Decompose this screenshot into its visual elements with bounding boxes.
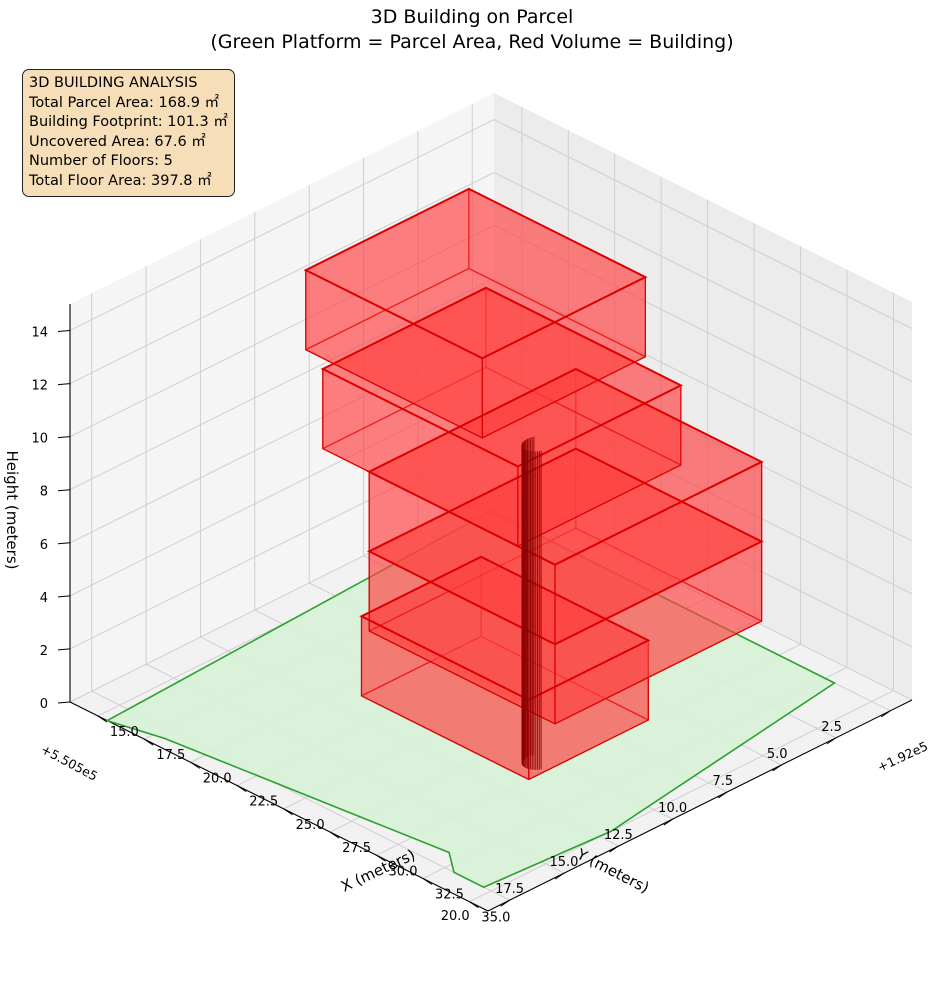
- y-offset-label: +5.505e5: [39, 741, 101, 783]
- grid-line-z: [69, 172, 495, 385]
- z-tick-label: 10: [31, 432, 48, 447]
- x-tick: [97, 715, 108, 723]
- x-tick-label: 27.5: [342, 841, 371, 856]
- back-pane-x: [494, 93, 912, 700]
- z-tick: [57, 489, 71, 492]
- chart-subtitle: (Green Platform = Parcel Area, Red Volum…: [210, 31, 734, 53]
- z-tick-label: 4: [40, 591, 48, 606]
- x-tick: [144, 738, 154, 746]
- grid-line-z: [493, 225, 913, 436]
- y-tick: [554, 872, 565, 880]
- x-tick-label: 30.0: [389, 864, 418, 879]
- y-tick: [717, 791, 728, 799]
- y-axis-label: Y (meters): [573, 845, 652, 897]
- analysis-line-floor-area: Total Floor Area: 397.8 ㎡: [29, 172, 212, 189]
- x-tick: [469, 901, 479, 909]
- x-tick: [283, 808, 293, 816]
- building-floor-outline: [320, 286, 684, 468]
- x-tick-label: 25.0: [296, 818, 325, 833]
- grid-line-z: [493, 490, 913, 701]
- grid-line-z: [493, 437, 913, 648]
- analysis-line-parcel-area: Total Parcel Area: 168.9 ㎡: [29, 94, 220, 111]
- z-axis-label: Height (meters): [3, 451, 21, 570]
- z-tick-label: 12: [31, 379, 48, 394]
- y-tick-label: 17.5: [495, 882, 524, 897]
- z-tick-label: 8: [40, 485, 48, 500]
- building-floor-outline: [303, 187, 648, 360]
- x-axis-line: [69, 701, 489, 912]
- x-tick-label: 32.5: [435, 887, 464, 902]
- y-tick-label: 15.0: [549, 855, 578, 870]
- grid-line-z: [493, 172, 913, 383]
- x-tick-label: 20.0: [203, 771, 232, 786]
- x-tick: [329, 831, 340, 839]
- y-axis-line: [487, 699, 913, 912]
- z-tick: [57, 648, 71, 651]
- z-tick: [57, 330, 71, 333]
- z-tick: [57, 436, 71, 439]
- x-offset-label: +1.92e5: [875, 738, 930, 774]
- grid-line-z: [493, 278, 913, 489]
- y-tick-label: 10.0: [658, 801, 687, 816]
- y-tick: [663, 818, 674, 826]
- x-tick: [236, 785, 247, 793]
- x-tick: [422, 878, 433, 885]
- y-tick: [826, 737, 837, 745]
- grid-line-x: [469, 690, 894, 903]
- grid-line-z: [69, 278, 495, 491]
- grid-line-z: [69, 437, 495, 650]
- grid-line-z: [493, 331, 913, 542]
- grid-line-z: [69, 490, 495, 703]
- analysis-heading: 3D BUILDING ANALYSIS: [29, 75, 198, 91]
- y-tick: [880, 710, 891, 718]
- chart-title: 3D Building on Parcel: [370, 6, 574, 28]
- y-tick: [609, 845, 619, 853]
- building-floor-outline: [366, 447, 764, 646]
- y-tick-label: 12.5: [604, 828, 633, 843]
- building-floor-outline: [366, 367, 764, 566]
- grid-line-z: [493, 119, 913, 329]
- y-tick-label: 7.5: [713, 774, 734, 789]
- back-pane-y: [70, 93, 494, 702]
- z-tick: [57, 542, 71, 545]
- z-tick-label: 14: [31, 326, 48, 341]
- parcel-platform: [105, 510, 837, 889]
- grid-line-z: [69, 331, 495, 544]
- z-tick: [57, 383, 71, 386]
- grid-line-z: [69, 119, 495, 331]
- parcel-polygon: [105, 510, 837, 889]
- y-tick-label: 2.5: [821, 720, 842, 735]
- analysis-line-floors: Number of Floors: 5: [29, 153, 173, 169]
- x-tick-label: 35.0: [481, 911, 510, 926]
- z-tick-label: 2: [40, 644, 48, 659]
- y-tick: [500, 899, 511, 907]
- building-volume: [303, 187, 764, 781]
- z-tick-label: 0: [40, 697, 48, 712]
- z-tick: [57, 701, 71, 704]
- axis-lines: [69, 304, 913, 912]
- z-tick-label: 6: [40, 538, 48, 553]
- x-tick-label: 17.5: [156, 748, 185, 763]
- x-tick: [190, 761, 201, 769]
- z-tick: [57, 595, 71, 598]
- x-tick: [376, 854, 386, 862]
- analysis-box: 3D BUILDING ANALYSIS Total Parcel Area: …: [22, 69, 235, 197]
- analysis-line-uncovered: Uncovered Area: 67.6 ㎡: [29, 133, 206, 150]
- grid-line-z: [493, 384, 913, 595]
- y-tick: [772, 764, 782, 772]
- x-tick-label: 15.0: [110, 725, 139, 740]
- y-tick-label: 5.0: [767, 747, 788, 762]
- x-tick-label: 22.5: [249, 795, 278, 810]
- y-tick-label: 20.0: [441, 909, 470, 924]
- analysis-line-footprint: Building Footprint: 101.3 ㎡: [29, 114, 228, 130]
- grid-line-z: [69, 225, 495, 438]
